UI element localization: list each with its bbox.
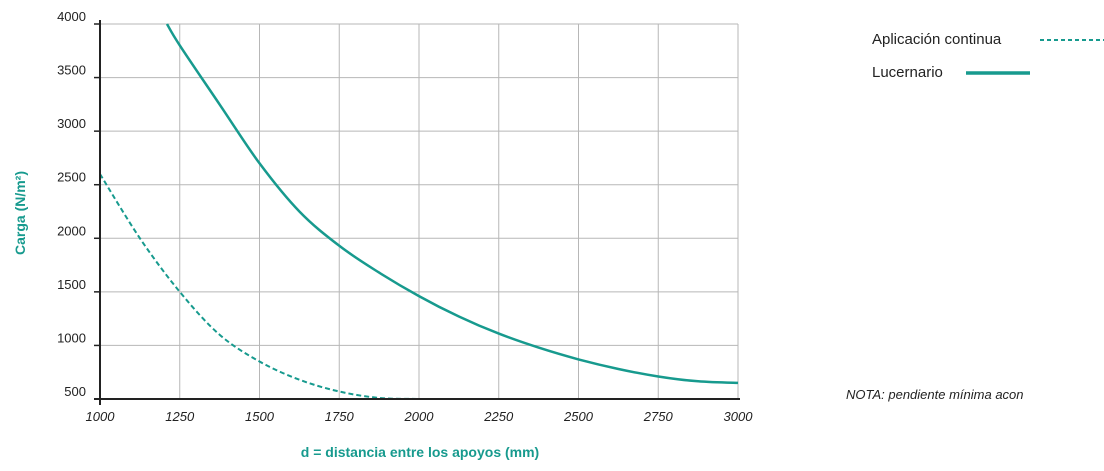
x-tick-label-1000: 1000: [86, 409, 116, 424]
x-tick-label-2500: 2500: [563, 409, 594, 424]
legend: Aplicación continua Lucernario: [872, 31, 1104, 81]
x-tick-label-1500: 1500: [245, 409, 275, 424]
y-tick-label-1500: 1500: [57, 277, 86, 292]
x-tick-label-2000: 2000: [404, 409, 435, 424]
y-tick-label-2000: 2000: [57, 223, 86, 238]
y-tick-label-3500: 3500: [57, 63, 86, 78]
x-tick-label-2250: 2250: [483, 409, 514, 424]
y-tick-label-3000: 3000: [57, 116, 86, 131]
grid: [100, 23, 739, 399]
axes: [94, 20, 740, 405]
y-axis-title: Carga (N/m²): [12, 171, 28, 255]
tick-labels: 1000 1250 1500 1750 2000 2250 2500 2750 30005001…: [57, 9, 753, 424]
y-tick-label-4000: 4000: [57, 9, 86, 24]
x-axis-title: d = distancia entre los apoyos (mm): [301, 444, 539, 460]
legend-label-lucernario: Lucernario: [872, 64, 943, 81]
x-tick-label-3000: 3000: [724, 409, 754, 424]
x-tick-label-1750: 1750: [325, 409, 355, 424]
legend-label-aplicacion-continua: Aplicación continua: [872, 31, 1002, 48]
y-tick-label-1000: 1000: [57, 330, 86, 345]
series-line-aplicaci-n-continua: [99, 173, 420, 400]
series-line-lucernario: [165, 23, 739, 385]
series-layer: [99, 23, 739, 400]
chart-note: NOTA: pendiente mínima acon: [846, 387, 1024, 402]
y-tick-label-2500: 2500: [57, 170, 86, 185]
y-tick-label-500: 500: [64, 384, 86, 399]
x-tick-label-2750: 2750: [643, 409, 674, 424]
x-tick-label-1250: 1250: [165, 409, 195, 424]
